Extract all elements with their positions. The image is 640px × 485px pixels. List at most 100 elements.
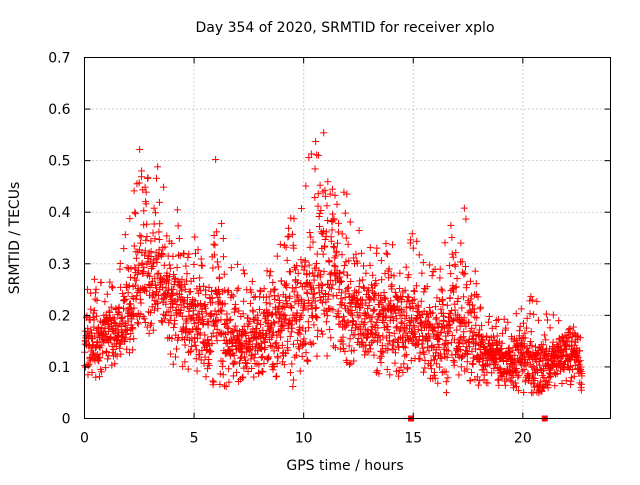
data-point [103, 290, 111, 298]
data-point [219, 234, 227, 242]
data-point [227, 264, 235, 272]
data-point [530, 310, 538, 318]
data-point [453, 326, 461, 334]
data-point [313, 352, 321, 360]
data-point [402, 263, 410, 271]
data-point [404, 364, 412, 372]
data-point [238, 374, 246, 382]
data-point [147, 247, 155, 255]
data-point [143, 220, 151, 228]
y-tick-label: 0.7 [48, 51, 70, 67]
data-point [216, 380, 224, 388]
data-point [205, 356, 213, 364]
data-point [155, 246, 163, 254]
data-point [453, 275, 461, 283]
data-point [448, 250, 456, 258]
data-point [540, 331, 548, 339]
data-point [205, 361, 213, 369]
data-point [266, 325, 274, 333]
data-point [122, 330, 130, 338]
data-point [442, 389, 450, 397]
data-point [155, 236, 163, 244]
data-point [280, 361, 288, 369]
data-point [304, 305, 312, 313]
data-point [254, 316, 262, 324]
data-point [225, 378, 233, 386]
data-point [194, 325, 202, 333]
data-point [205, 348, 213, 356]
data-point [255, 369, 263, 377]
data-point [123, 327, 131, 335]
data-point [460, 293, 468, 301]
data-point [178, 287, 186, 295]
data-point [241, 356, 249, 364]
data-point [282, 350, 290, 358]
data-point [269, 278, 277, 286]
data-point [141, 318, 149, 326]
data-point [400, 343, 408, 351]
data-point [264, 319, 272, 327]
data-point [359, 276, 367, 284]
data-point [157, 317, 165, 325]
data-point [370, 351, 378, 359]
data-point [210, 231, 218, 239]
data-point [253, 319, 261, 327]
data-point [185, 250, 193, 258]
data-point [285, 232, 293, 240]
data-point [292, 351, 300, 359]
data-point [457, 239, 465, 247]
data-point [188, 343, 196, 351]
data-point [369, 337, 377, 345]
data-point [129, 310, 137, 318]
y-tick-label: 0.1 [48, 360, 70, 376]
data-point [181, 341, 189, 349]
data-point [138, 259, 146, 267]
data-point [309, 290, 317, 298]
data-point [164, 334, 172, 342]
data-point [311, 193, 319, 201]
data-point [184, 365, 192, 373]
x-tick-labels: 0 5 10 15 20 [80, 431, 532, 447]
data-point [365, 348, 373, 356]
data-point [147, 319, 155, 327]
data-point [170, 324, 178, 332]
data-point [196, 274, 204, 282]
data-point [446, 310, 454, 318]
data-point [92, 312, 100, 320]
data-point [169, 252, 177, 260]
data-point [402, 351, 410, 359]
data-point [158, 283, 166, 291]
data-point [310, 276, 318, 284]
data-point [132, 276, 140, 284]
data-point [289, 376, 297, 384]
data-point [286, 268, 294, 276]
data-point [313, 260, 321, 268]
data-point [155, 228, 163, 236]
data-point [214, 263, 222, 271]
data-point [337, 295, 345, 303]
data-point [287, 214, 295, 222]
data-point [192, 346, 200, 354]
data-point [240, 297, 248, 305]
data-point [306, 228, 314, 236]
data-point [246, 318, 254, 326]
data-point [173, 206, 181, 214]
data-point [109, 313, 117, 321]
data-point [578, 380, 586, 388]
data-point [151, 235, 159, 243]
data-point [455, 371, 463, 379]
data-point [271, 340, 279, 348]
data-point [273, 252, 281, 260]
data-point [152, 174, 160, 182]
data-point [411, 287, 419, 295]
data-point [233, 368, 241, 376]
data-point [125, 282, 133, 290]
data-point [519, 319, 527, 327]
data-point [294, 291, 302, 299]
data-point [392, 324, 400, 332]
data-point [527, 328, 535, 336]
data-point [167, 312, 175, 320]
data-point [291, 353, 299, 361]
data-point [467, 368, 475, 376]
data-point [286, 369, 294, 377]
